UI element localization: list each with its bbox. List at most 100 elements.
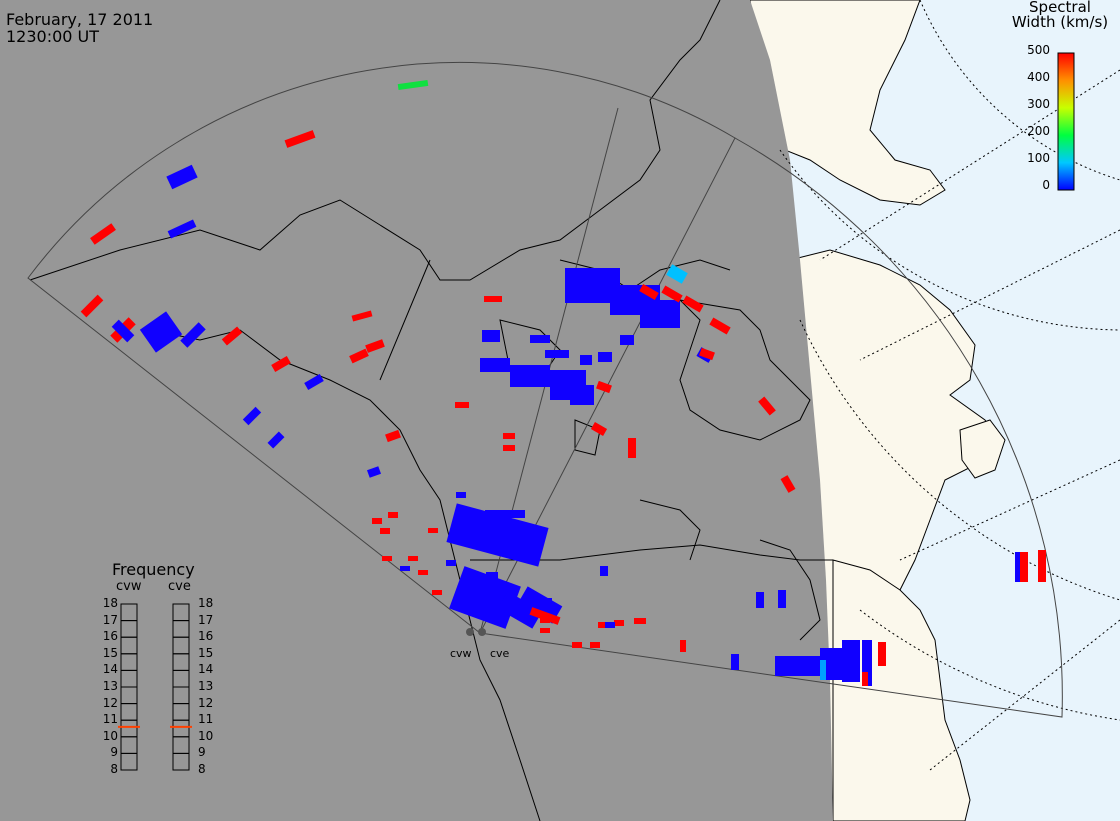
site-label-cvw: cvw bbox=[450, 647, 472, 660]
frequency-scale-label: 15 bbox=[198, 645, 214, 660]
scatter-echo bbox=[862, 640, 872, 686]
scatter-echo bbox=[380, 528, 390, 534]
scatter-echo bbox=[428, 528, 438, 533]
colorbar-tick: 0 bbox=[1042, 178, 1050, 192]
scatter-echo bbox=[449, 566, 521, 629]
scatter-echo bbox=[382, 556, 392, 561]
scatter-echo bbox=[482, 330, 500, 342]
frequency-scale-label: 18 bbox=[102, 596, 118, 610]
scatter-echo bbox=[503, 433, 515, 439]
scatter-echo bbox=[397, 79, 429, 91]
day-land-greenland bbox=[749, 0, 946, 206]
scatter-echo bbox=[400, 566, 410, 571]
frequency-scale-label: 12 bbox=[102, 695, 118, 710]
scatter-echo bbox=[529, 607, 561, 625]
scatter-echo bbox=[90, 223, 116, 245]
scatter-echo bbox=[600, 566, 608, 576]
frequency-scale-label: 10 bbox=[102, 728, 118, 743]
frequency-scale-label: 17 bbox=[198, 612, 214, 627]
scatter-echo bbox=[388, 512, 398, 518]
frequency-scale-label: 13 bbox=[102, 679, 118, 693]
scatter-echo bbox=[590, 422, 608, 436]
scatter-echo bbox=[480, 358, 510, 372]
scatter-echo bbox=[456, 492, 466, 498]
scatter-echo bbox=[661, 285, 683, 303]
scatter-echo bbox=[284, 130, 316, 148]
scatter-echo bbox=[139, 311, 183, 353]
scatter-echo bbox=[546, 605, 556, 610]
scatter-echo bbox=[484, 296, 502, 302]
site-marker-cve bbox=[478, 628, 486, 636]
frequency-scale-boxes bbox=[118, 603, 192, 771]
scatter-echo bbox=[510, 365, 550, 387]
scatter-echo bbox=[242, 406, 262, 426]
scatter-echo bbox=[365, 339, 385, 353]
frequency-scale-label: 11 bbox=[102, 712, 118, 727]
scatter-echo bbox=[862, 672, 868, 686]
frequency-radar-label: cve bbox=[168, 579, 191, 594]
scatter-echo bbox=[166, 164, 198, 190]
frequency-scale-label: 15 bbox=[102, 645, 118, 660]
frequency-box bbox=[120, 752, 138, 771]
scatter-echo bbox=[640, 300, 680, 328]
colorbar-title-line2: Width (km/s) bbox=[1011, 13, 1109, 31]
scatter-echo bbox=[111, 319, 135, 343]
scatter-echo bbox=[634, 618, 646, 624]
scatter-echo bbox=[820, 660, 826, 680]
scatter-echo bbox=[485, 510, 525, 518]
scatter-echo bbox=[614, 620, 624, 626]
scatter-echo bbox=[221, 326, 243, 346]
scatter-echo bbox=[540, 618, 550, 623]
day-land-newfoundland bbox=[959, 419, 1006, 479]
colorbar-tick: 300 bbox=[1027, 97, 1050, 111]
frequency-radar-label: cvw bbox=[116, 579, 142, 594]
frequency-scale-label: 16 bbox=[102, 629, 118, 644]
scatter-echo bbox=[680, 640, 686, 652]
scatter-echo bbox=[598, 352, 612, 362]
scatter-echo bbox=[304, 374, 324, 390]
scatter-echo bbox=[372, 518, 382, 524]
site-label-cve: cve bbox=[490, 647, 510, 660]
scatter-echo bbox=[351, 310, 373, 322]
scatter-echo bbox=[620, 335, 634, 345]
scatter-echo bbox=[408, 556, 418, 561]
scatter-echo bbox=[1020, 552, 1028, 582]
scatter-echo bbox=[432, 590, 442, 595]
frequency-scale-label: 13 bbox=[198, 679, 214, 693]
scatter-echo bbox=[271, 356, 291, 372]
scatter-echo bbox=[570, 385, 594, 405]
scatter-echo bbox=[780, 475, 796, 493]
scatter-echo bbox=[267, 431, 285, 449]
colorbar-title-line1: Spectral bbox=[1029, 0, 1091, 16]
scatter-echo bbox=[385, 429, 401, 443]
frequency-scale-label: 14 bbox=[198, 662, 214, 677]
frequency-scale-label: 8 bbox=[198, 762, 206, 776]
scatter-echo bbox=[628, 438, 636, 458]
header-date: February, 17 2011 bbox=[6, 10, 154, 29]
frequency-scale-label: 11 bbox=[198, 712, 214, 727]
scatter-echo bbox=[486, 572, 498, 580]
night-region bbox=[0, 0, 833, 821]
scatter-echo bbox=[682, 295, 704, 313]
scatter-echo bbox=[530, 335, 550, 343]
frequency-scale-label: 18 bbox=[198, 596, 214, 610]
scatter-echo bbox=[167, 219, 197, 239]
frequency-box bbox=[172, 752, 190, 771]
scatter-echo bbox=[639, 284, 659, 300]
frequency-scale-label: 10 bbox=[198, 728, 214, 743]
colorbar-tick: 200 bbox=[1027, 124, 1050, 138]
frequency-scale-label: 17 bbox=[102, 612, 118, 627]
frequency-title: Frequency bbox=[112, 560, 195, 579]
frequency-scale-label: 9 bbox=[110, 745, 118, 760]
scatter-echo bbox=[758, 396, 776, 416]
colorbar-tick: 100 bbox=[1027, 151, 1050, 165]
scatter-echo bbox=[366, 466, 382, 478]
scatter-echo bbox=[572, 642, 582, 648]
colorbar bbox=[1057, 52, 1075, 191]
scatter-echo bbox=[1038, 550, 1046, 582]
scatter-echo bbox=[878, 642, 886, 666]
scatter-echo bbox=[446, 503, 549, 567]
scatter-echo bbox=[503, 445, 515, 451]
scatter-echo bbox=[580, 355, 592, 365]
